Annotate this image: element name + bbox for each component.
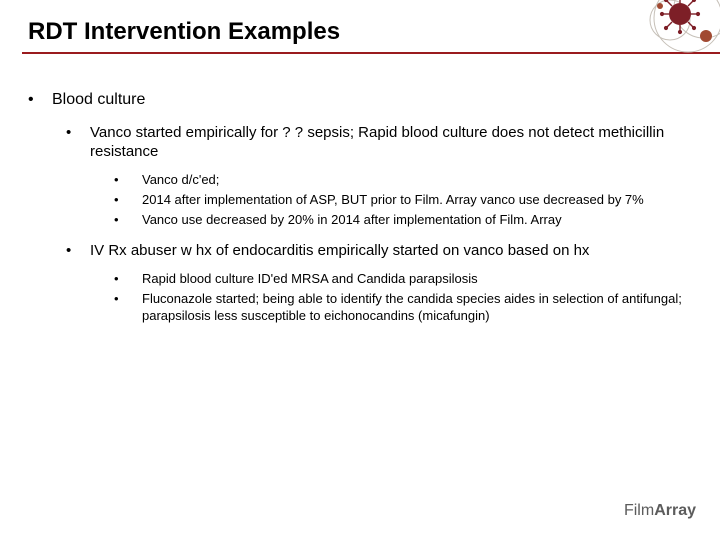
bullet-lvl2: • IV Rx abuser w hx of endocarditis empi… [66, 242, 692, 261]
bullet-lvl3: • Vanco d/c'ed; [114, 172, 692, 188]
bullet-text: Rapid blood culture ID'ed MRSA and Candi… [142, 271, 692, 287]
bullet-mark-icon: • [114, 212, 142, 228]
bullet-mark-icon: • [114, 271, 142, 287]
bullet-mark-icon: • [114, 291, 142, 307]
slide-header: RDT Intervention Examples [0, 0, 720, 70]
bullet-lvl3: • Rapid blood culture ID'ed MRSA and Can… [114, 271, 692, 287]
bullet-text: Fluconazole started; being able to ident… [142, 291, 692, 324]
bullet-lvl3: • Fluconazole started; being able to ide… [114, 291, 692, 324]
bullet-lvl3: • Vanco use decreased by 20% in 2014 aft… [114, 212, 692, 228]
bullet-lvl2: • Vanco started empirically for ? ? seps… [66, 124, 692, 162]
slide-body: • Blood culture • Vanco started empirica… [0, 70, 720, 324]
bullet-text: 2014 after implementation of ASP, BUT pr… [142, 192, 692, 208]
bullet-mark-icon: • [114, 192, 142, 208]
logo-part-1: Film [624, 502, 654, 519]
bullet-text: Blood culture [52, 90, 692, 110]
bullet-mark-icon: • [66, 124, 90, 143]
decor-icon [600, 0, 720, 70]
footer-logo: FilmArray [624, 502, 696, 520]
bullet-mark-icon: • [114, 172, 142, 188]
bullet-mark-icon: • [28, 90, 52, 110]
bullet-text: Vanco d/c'ed; [142, 172, 692, 188]
bullet-text: Vanco started empirically for ? ? sepsis… [90, 124, 692, 162]
bullet-mark-icon: • [66, 242, 90, 261]
bullet-lvl1: • Blood culture [28, 90, 692, 110]
bullet-text: Vanco use decreased by 20% in 2014 after… [142, 212, 692, 228]
bullet-text: IV Rx abuser w hx of endocarditis empiri… [90, 242, 692, 261]
logo-part-2: Array [654, 502, 696, 519]
bullet-lvl3: • 2014 after implementation of ASP, BUT … [114, 192, 692, 208]
